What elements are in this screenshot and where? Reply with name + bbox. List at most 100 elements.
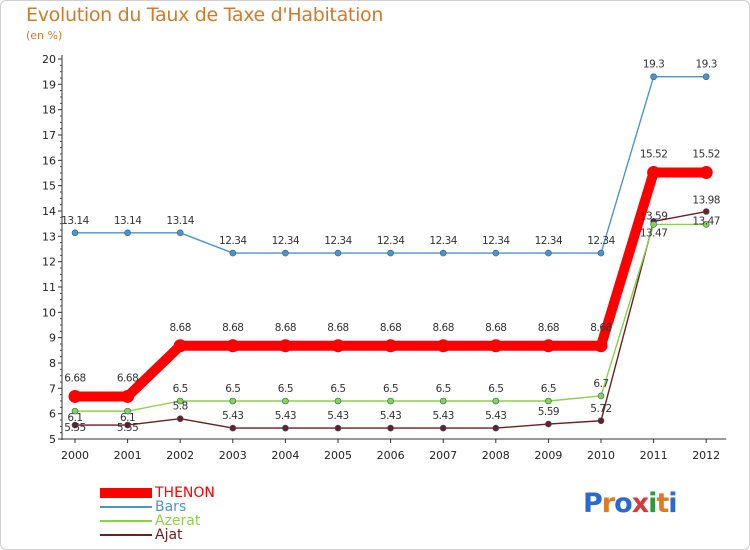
- legend-swatch-bars: [100, 506, 152, 508]
- proxiti-logo: Proxiti: [583, 488, 678, 519]
- data-point-azerat: [439, 397, 447, 405]
- data-point-thenon: [541, 339, 555, 353]
- data-label-azerat: 6.5: [541, 383, 556, 395]
- data-label-thenon: 15.52: [692, 148, 720, 160]
- data-label-thenon: 8.68: [275, 322, 296, 334]
- data-label-azerat: 6.5: [278, 383, 293, 395]
- data-point-azerat: [282, 397, 289, 405]
- y-tick-label: 6: [49, 408, 56, 421]
- y-tick-label: 17: [42, 129, 56, 142]
- data-point-azerat: [702, 221, 710, 228]
- y-tick-label: 11: [42, 281, 56, 294]
- y-tick-label: 5: [49, 433, 56, 446]
- data-label-bars: 12.34: [429, 235, 457, 247]
- logo-letter: o: [614, 488, 633, 519]
- data-label-azerat: 6.5: [488, 383, 503, 395]
- legend-swatch-azerat: [100, 520, 152, 522]
- x-tick-label: 2011: [640, 449, 668, 462]
- x-tick-label: 2002: [166, 449, 194, 462]
- x-tick-label: 2008: [482, 449, 510, 462]
- data-label-azerat: 6.7: [593, 378, 608, 390]
- data-point-bars: [597, 249, 605, 257]
- x-tick-label: 2005: [324, 449, 352, 462]
- data-point-thenon: [489, 339, 503, 353]
- data-label-ajat: 5.43: [275, 410, 296, 422]
- data-point-thenon: [121, 389, 135, 403]
- legend-label-ajat: Ajat: [155, 527, 183, 543]
- data-point-azerat: [650, 221, 657, 228]
- data-point-ajat: [545, 420, 552, 428]
- data-label-ajat: 5.43: [380, 410, 401, 422]
- data-label-ajat: 5.55: [64, 422, 85, 434]
- x-tick-label: 2012: [692, 449, 720, 462]
- x-tick-label: 2001: [114, 449, 142, 462]
- data-point-thenon: [68, 389, 82, 403]
- data-label-azerat: 6.5: [225, 383, 240, 395]
- data-label-thenon: 8.68: [590, 322, 611, 334]
- data-point-azerat: [597, 392, 605, 400]
- data-point-thenon: [278, 339, 292, 353]
- chart-subtitle: (en %): [26, 29, 63, 42]
- y-tick-label: 13: [42, 230, 56, 243]
- data-point-bars: [176, 229, 184, 237]
- y-tick-label: 15: [42, 180, 56, 193]
- data-label-bars: 12.34: [535, 235, 563, 247]
- data-point-azerat: [71, 407, 79, 415]
- data-point-ajat: [597, 417, 605, 425]
- data-point-bars: [282, 249, 289, 257]
- y-tick-label: 16: [42, 154, 56, 167]
- data-label-bars: 12.34: [324, 235, 352, 247]
- data-label-thenon: 8.68: [538, 322, 559, 334]
- data-label-bars: 13.14: [166, 215, 194, 227]
- data-label-ajat: 13.59: [640, 210, 668, 222]
- data-point-bars: [334, 249, 342, 257]
- data-point-ajat: [71, 421, 79, 429]
- data-label-ajat: 5.43: [222, 410, 243, 422]
- data-point-thenon: [647, 165, 661, 179]
- data-label-thenon: 8.68: [170, 322, 191, 334]
- legend-swatch-thenon: [100, 488, 152, 498]
- data-point-azerat: [124, 407, 131, 415]
- data-label-ajat: 5.59: [538, 406, 559, 418]
- legend-label-bars: Bars: [155, 499, 187, 515]
- data-point-ajat: [176, 415, 184, 423]
- data-point-thenon: [436, 339, 450, 353]
- data-label-bars: 12.34: [482, 235, 510, 247]
- data-label-thenon: 15.52: [640, 148, 668, 160]
- data-point-ajat: [229, 424, 237, 432]
- data-point-thenon: [699, 165, 713, 179]
- data-label-thenon: 8.68: [485, 322, 506, 334]
- data-point-ajat: [124, 421, 131, 429]
- data-label-ajat: 5.72: [590, 403, 611, 415]
- data-label-thenon: 6.68: [117, 372, 138, 384]
- data-point-thenon: [384, 339, 398, 353]
- data-point-ajat: [387, 424, 394, 432]
- data-label-thenon: 8.68: [327, 322, 348, 334]
- data-point-bars: [229, 249, 237, 257]
- data-point-ajat: [282, 424, 289, 432]
- logo-letter: i: [648, 488, 657, 519]
- data-point-azerat: [334, 397, 342, 405]
- data-point-thenon: [173, 339, 187, 353]
- x-tick-label: 2003: [219, 449, 247, 462]
- y-tick-label: 20: [42, 53, 56, 66]
- data-label-ajat: 5.43: [485, 410, 506, 422]
- data-point-bars: [71, 229, 79, 237]
- data-label-bars: 13.14: [61, 215, 89, 227]
- x-tick-label: 2007: [429, 449, 457, 462]
- logo-letter: i: [668, 488, 677, 519]
- data-label-thenon: 8.68: [222, 322, 243, 334]
- data-label-bars: 19.3: [643, 59, 664, 71]
- data-point-bars: [439, 249, 447, 257]
- chart-title: Evolution du Taux de Taxe d'Habitation: [26, 4, 384, 26]
- data-label-bars: 12.34: [219, 235, 247, 247]
- x-tick-label: 2004: [271, 449, 299, 462]
- data-label-bars: 12.34: [272, 235, 300, 247]
- y-tick-label: 12: [42, 256, 56, 269]
- data-label-ajat: 5.55: [117, 422, 138, 434]
- data-label-thenon: 8.68: [380, 322, 401, 334]
- data-point-thenon: [226, 339, 240, 353]
- data-point-thenon: [331, 339, 345, 353]
- data-label-azerat: 6.1: [67, 412, 82, 424]
